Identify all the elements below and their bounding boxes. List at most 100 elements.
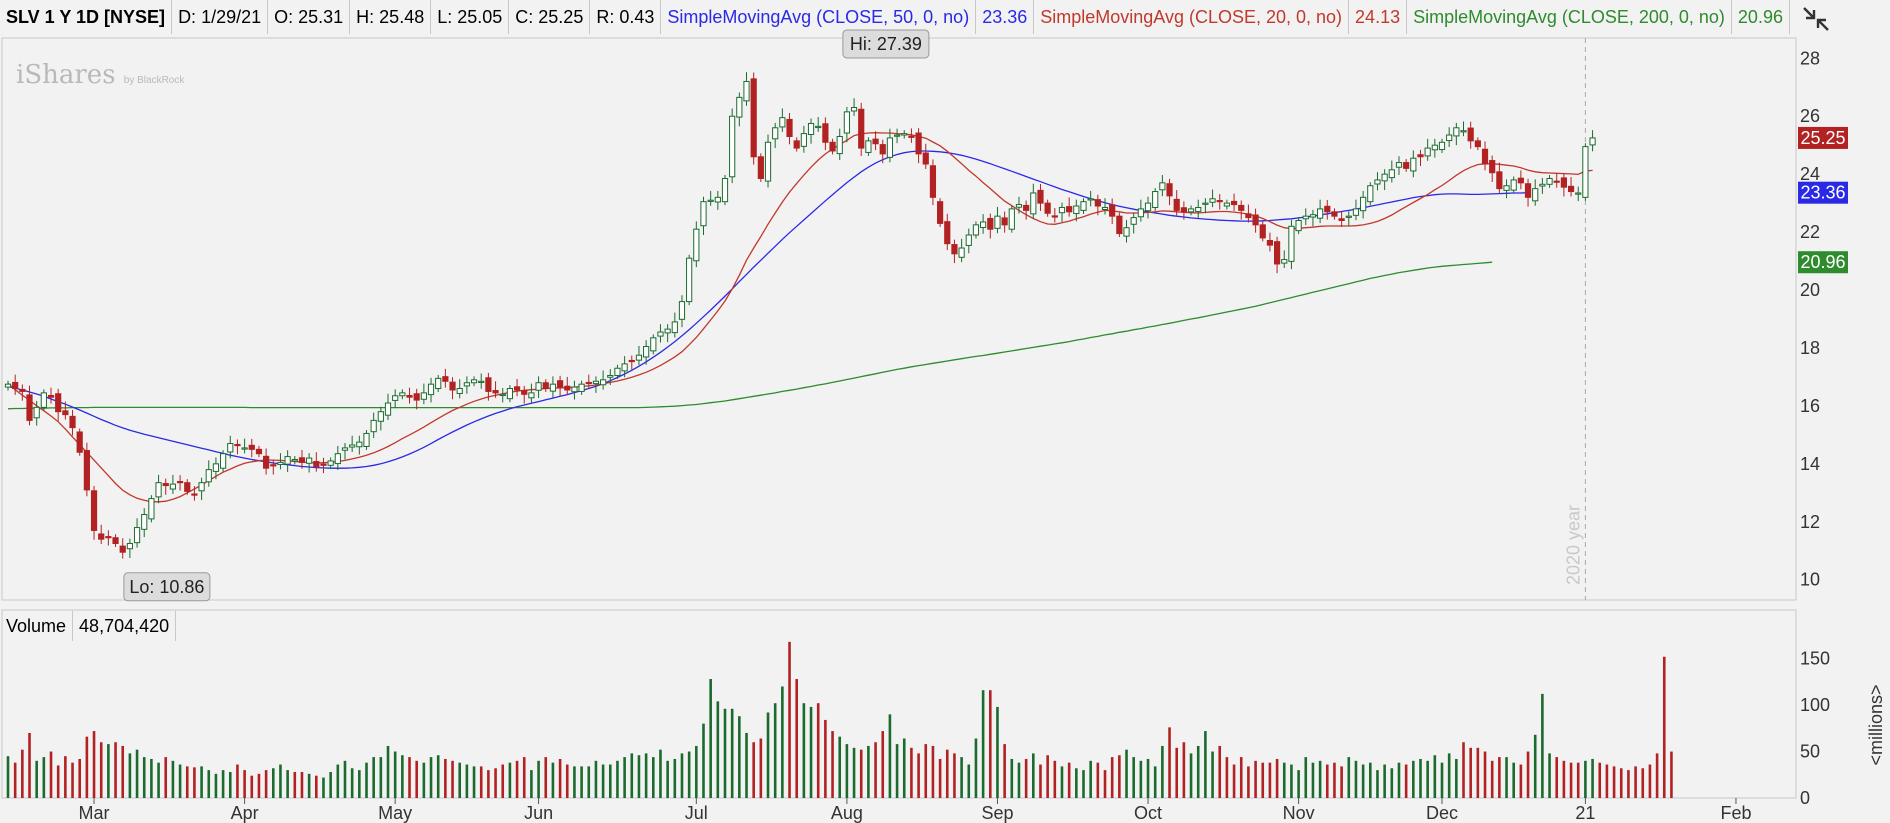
year-divider-label: 2020 year xyxy=(1563,505,1583,585)
candle-body xyxy=(614,367,621,376)
candle-body xyxy=(356,441,363,448)
candle-body xyxy=(886,137,894,158)
volume-bar xyxy=(659,749,662,798)
candle-body xyxy=(1187,208,1195,213)
low-readout: L: 25.05 xyxy=(431,0,510,34)
volume-bar xyxy=(472,766,476,798)
candle-body xyxy=(1259,224,1266,239)
volume-bar xyxy=(35,760,38,798)
volume-bar xyxy=(300,771,304,798)
sma20-line xyxy=(7,132,1593,503)
volume-bar xyxy=(558,758,562,798)
volume-bar xyxy=(1490,760,1494,798)
candle-body xyxy=(800,133,807,147)
volume-bar xyxy=(56,765,60,798)
volume-panel-header: Volume 48,704,420 xyxy=(0,611,177,641)
candle-body xyxy=(277,461,284,465)
candle-body xyxy=(1338,218,1345,222)
volume-bar xyxy=(874,742,877,798)
price-tick-label: 20 xyxy=(1800,280,1820,300)
volume-bar xyxy=(544,757,548,798)
volume-bar xyxy=(530,770,533,798)
volume-bar xyxy=(157,762,160,798)
sma50-line xyxy=(7,150,1529,469)
volume-bar xyxy=(1562,760,1566,798)
candle-body xyxy=(1532,188,1539,202)
candle-body xyxy=(506,388,513,400)
volume-bar xyxy=(1311,762,1315,798)
candle-body xyxy=(686,257,693,303)
candle-body xyxy=(929,165,937,198)
candle-body xyxy=(298,457,306,463)
candle-body xyxy=(33,406,40,419)
candle-body xyxy=(1001,217,1008,226)
volume-bar xyxy=(974,738,978,798)
candle-body xyxy=(1116,215,1123,235)
price-panel-frame xyxy=(1,37,1797,601)
volume-bar xyxy=(49,751,53,798)
sma20-value: 24.13 xyxy=(1349,0,1408,34)
volume-bar xyxy=(429,757,433,798)
candle-body xyxy=(721,178,729,203)
candle-body xyxy=(1094,199,1101,207)
candle-body xyxy=(1560,177,1567,188)
ishares-logo: iShares by BlackRock xyxy=(16,60,185,90)
volume-bar xyxy=(1648,764,1652,798)
volume-bar xyxy=(293,771,297,798)
sma20-label[interactable]: SimpleMovingAvg (CLOSE, 20, 0, no) xyxy=(1034,0,1350,34)
volume-bar xyxy=(1433,755,1437,798)
candle-body xyxy=(1295,220,1302,232)
volume-bar xyxy=(444,758,447,798)
callout-box xyxy=(842,29,930,59)
sma200-label[interactable]: SimpleMovingAvg (CLOSE, 200, 0, no) xyxy=(1407,0,1732,34)
volume-bar xyxy=(816,703,820,798)
volume-bar xyxy=(185,766,189,798)
candle-body xyxy=(98,533,105,540)
price-badge-close xyxy=(1798,126,1848,149)
candle-body xyxy=(1137,208,1144,218)
candle-body xyxy=(263,455,270,469)
candle-body xyxy=(521,390,528,395)
volume-bar xyxy=(171,760,175,798)
candle-body xyxy=(786,118,793,137)
volume-bar xyxy=(1096,762,1100,798)
candle-body xyxy=(736,96,743,118)
symbol-label[interactable]: SLV 1 Y 1D [NYSE] xyxy=(0,0,173,34)
candle-body xyxy=(1030,192,1037,215)
candle-body xyxy=(600,379,607,386)
candle-body xyxy=(843,111,850,134)
volume-bar xyxy=(931,745,935,798)
volume-bar xyxy=(1146,758,1150,798)
range-readout: R: 0.43 xyxy=(590,0,662,34)
volume-bar xyxy=(687,751,691,798)
candle-body xyxy=(1252,214,1259,226)
volume-bar xyxy=(99,742,103,798)
candle-body xyxy=(1152,191,1159,208)
collapse-arrows-icon[interactable] xyxy=(1800,4,1832,41)
candle-body xyxy=(485,377,492,392)
candle-body xyxy=(363,432,370,447)
candle-body xyxy=(184,482,191,492)
volume-bar xyxy=(1254,760,1257,798)
x-tick-label: Dec xyxy=(1426,803,1458,823)
volume-bar xyxy=(372,757,375,798)
volume-bar xyxy=(286,770,289,798)
volume-bar xyxy=(1075,768,1078,798)
volume-tick-label: 50 xyxy=(1800,742,1820,762)
candle-body xyxy=(1238,204,1245,211)
volume-bar xyxy=(1003,744,1006,798)
high-callout: Hi: 27.39 xyxy=(850,34,922,54)
candle-body xyxy=(349,444,356,448)
candle-body xyxy=(1582,146,1589,198)
candle-body xyxy=(313,461,320,468)
candle-body xyxy=(643,346,650,358)
candle-body xyxy=(1517,177,1524,184)
sma50-label[interactable]: SimpleMovingAvg (CLOSE, 50, 0, no) xyxy=(661,0,977,34)
volume-bar xyxy=(329,771,332,798)
x-tick-label: May xyxy=(378,803,412,823)
candle-body xyxy=(793,140,800,149)
volume-bar xyxy=(1161,745,1164,798)
candle-body xyxy=(908,135,915,138)
x-tick-label: Jun xyxy=(524,803,553,823)
volume-bar xyxy=(1641,768,1645,798)
